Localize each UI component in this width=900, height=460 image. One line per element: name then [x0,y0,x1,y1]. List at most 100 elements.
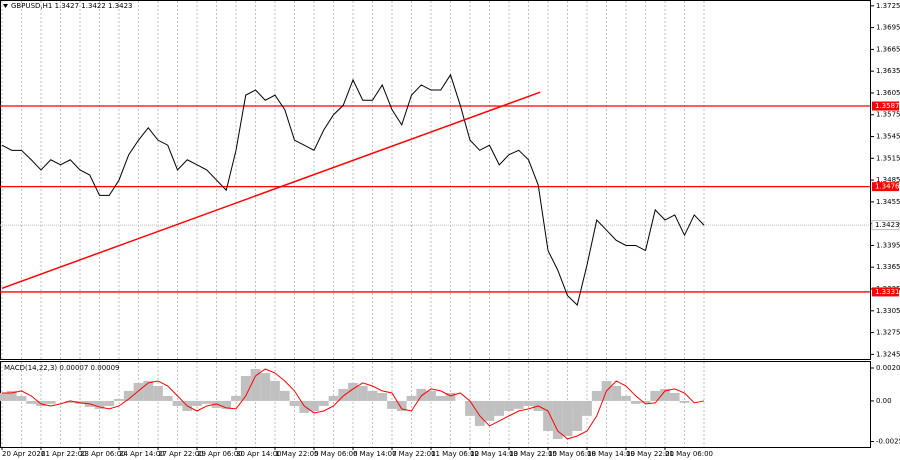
x-tick-label: 19 May 22:00 [626,450,674,458]
macd-bar [65,400,76,403]
macd-bar [221,400,232,409]
macd-bar [279,390,290,401]
level-label-box [872,287,899,297]
macd-bar [328,395,339,401]
chart-title: GBPUSD,H1 1.3427 1.3422 1.3423 [11,2,133,10]
macd-bar [45,400,56,404]
macd-bar [650,390,661,401]
y-tick-label: 1.3695 [876,24,900,32]
x-tick-label: 30 Apr 14:00 [236,450,282,458]
signal-line [2,368,705,440]
macd-bar [611,386,622,401]
macd-bar [289,400,300,406]
level-label: 1.3587 [875,102,900,110]
y-tick-label: 1.3275 [876,329,900,337]
macd-bar [513,400,524,409]
x-tick-label: 27 Apr 22:00 [158,450,204,458]
macd-bar [377,392,388,401]
macd-bar [504,400,514,412]
macd-bar [562,400,573,436]
macd-bar [387,400,397,409]
macd-bar [133,382,144,401]
macd-bar [426,390,436,401]
macd-bar [318,400,329,406]
macd-bar [6,390,17,401]
macd-bar [250,368,261,401]
y-tick-label: 1.3365 [876,263,900,271]
macd-bar [211,400,222,408]
macd-bar [367,390,378,401]
macd-bar [465,400,475,416]
level-label-box [872,182,899,192]
x-tick-label: 15 May 06:00 [548,450,596,458]
x-tick-label: 7 May 22:00 [392,450,436,458]
x-tick-label: 6 May 14:00 [353,450,397,458]
x-tick-label: 1 May 22:00 [275,450,319,458]
macd-bar [660,388,670,401]
menu-icon[interactable] [3,4,8,8]
level-label: 1.3331 [875,288,900,296]
macd-bar [16,395,27,401]
x-tick-label: 18 May 14:00 [587,450,635,458]
macd-bar [299,400,310,413]
macd-bar [445,392,456,401]
y-tick-label: 1.3485 [876,176,900,184]
trend-line [1,91,541,289]
x-tick-label: 12 May 14:00 [470,450,518,458]
y-tick-label: 0.00 [876,397,892,405]
macd-bar [474,400,485,426]
macd-bar [357,386,368,401]
y-tick-label: -0.0025 [876,438,900,446]
y-tick-label: 1.3515 [876,154,900,162]
macd-bar [192,400,202,406]
macd-bar [669,392,680,401]
last-price-label: 1.3423 [875,221,900,229]
price-line [1,73,705,306]
y-tick-label: 1.3665 [876,45,900,53]
macd-bar [240,375,251,401]
macd-bar [621,395,631,401]
macd-bar [231,395,241,401]
y-tick-label: 1.3395 [876,241,900,249]
macd-frame [0,361,871,448]
macd-bar [494,400,505,416]
y-tick-label: 0.00203 [876,364,900,372]
macd-bar [153,386,163,401]
macd-bar [0,392,7,401]
y-tick-label: 1.3545 [876,133,900,141]
macd-bar [396,400,407,412]
macd-bar [114,398,124,401]
macd-bar [435,395,446,401]
macd-bar [552,400,563,439]
level-label-box [872,101,899,111]
y-tick-label: 1.3455 [876,198,900,206]
x-tick-label: 23 Apr 06:00 [80,450,126,458]
x-tick-label: 21 May 06:00 [665,450,713,458]
macd-bar [162,395,173,401]
macd-bar [143,380,154,401]
macd-bar [94,400,105,409]
y-tick-label: 1.3245 [876,350,900,358]
x-tick-label: 24 Apr 14:00 [119,450,165,458]
y-tick-label: 1.3305 [876,307,900,315]
last-price-box [871,220,900,231]
macd-bar [172,400,183,406]
y-tick-label: 1.3605 [876,89,900,97]
macd-bar [630,400,641,404]
x-tick-label: 21 Apr 22:00 [41,450,87,458]
macd-bar [260,373,271,401]
macd-bar [309,400,319,412]
y-tick-label: 1.3575 [876,111,900,119]
y-tick-label: 1.3635 [876,67,900,75]
macd-bar [406,395,417,401]
macd-bar [591,390,602,401]
macd-bar [26,400,37,404]
macd-bar [640,400,651,403]
macd-bar [679,400,690,403]
macd-bar [348,382,358,401]
x-tick-label: 11 May 06:00 [431,450,479,458]
macd-bar [104,400,115,406]
macd-bar [338,388,349,401]
y-tick-label: 1.3725 [876,2,900,10]
x-tick-label: 13 May 22:00 [509,450,557,458]
